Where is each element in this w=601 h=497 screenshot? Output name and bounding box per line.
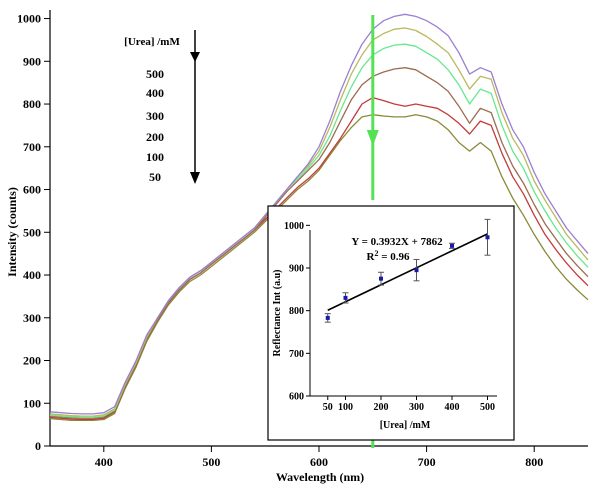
inset-y-tick-label: 800 xyxy=(289,306,304,317)
inset-x-tick-label: 100 xyxy=(338,402,353,413)
inset-y-axis-label: Reflectance Int (a.u) xyxy=(272,270,283,357)
main-x-tick-label: 500 xyxy=(202,455,220,469)
inset-frame xyxy=(267,205,515,441)
fit-line xyxy=(327,233,488,311)
inset-r2-sup: 2 xyxy=(374,249,378,258)
data-point xyxy=(343,295,348,300)
inset-x-tick-label: 400 xyxy=(445,402,460,413)
main-x-axis-label: Wavelength (nm) xyxy=(276,470,364,484)
main-y-axis-label: Intensity (counts) xyxy=(5,187,19,277)
main-y-tick-label: 1000 xyxy=(17,12,41,26)
main-x-tick-label: 400 xyxy=(95,455,113,469)
main-y-tick-label: 300 xyxy=(23,311,41,325)
legend-arrow-head-bottom xyxy=(190,172,200,184)
legend-entry: 400 xyxy=(146,86,164,100)
main-y-tick-label: 400 xyxy=(23,268,41,282)
legend-title: [Urea] /mM xyxy=(124,36,180,48)
main-y-tick-label: 100 xyxy=(23,396,41,410)
inset-x-axis-label: [Urea] /mM xyxy=(380,420,431,431)
series-line-500 xyxy=(49,13,589,415)
series-line-200 xyxy=(49,67,589,419)
legend-entry: 50 xyxy=(149,170,161,184)
inset-y-tick-label: 1000 xyxy=(284,221,304,232)
main-y-tick-label: 700 xyxy=(23,140,41,154)
legend: [Urea] /mM 500 400 300 200 100 50 xyxy=(124,30,200,184)
main-y-tick-label: 0 xyxy=(35,439,41,453)
main-x-tick-label: 600 xyxy=(310,455,328,469)
data-point xyxy=(450,243,454,248)
inset-r2-suffix: = 0.96 xyxy=(378,251,410,263)
series-line-50 xyxy=(49,114,589,422)
main-y-tick-label: 600 xyxy=(23,183,41,197)
inset-r2-prefix: R xyxy=(367,251,376,263)
main-y-tick-label: 800 xyxy=(23,97,41,111)
inset-x-tick-label: 50 xyxy=(323,402,333,413)
legend-entry: 100 xyxy=(146,150,164,164)
inset-r2: R2 = 0.96 xyxy=(367,249,410,263)
inset-x-tick-label: 500 xyxy=(480,402,495,413)
main-x-tick-label: 800 xyxy=(525,455,543,469)
inset-y-tick-label: 600 xyxy=(289,392,304,403)
data-point xyxy=(379,276,383,281)
inset-y-tick-label: 900 xyxy=(289,264,304,275)
data-point xyxy=(485,235,490,240)
main-y-tick-label: 200 xyxy=(23,354,41,368)
main-x-tick-label: 700 xyxy=(418,455,436,469)
legend-entry: 500 xyxy=(146,67,164,81)
inset-y-tick-label: 700 xyxy=(289,349,304,360)
inset-chart: 600 700 800 900 1000 50 100 200 300 400 500 Y = 0… xyxy=(267,205,515,441)
legend-arrow-head-top xyxy=(190,52,200,62)
series-line-400 xyxy=(49,27,589,417)
legend-entry: 200 xyxy=(146,130,164,144)
data-point xyxy=(325,315,330,320)
main-y-tick-label: 900 xyxy=(23,54,41,68)
inset-x-tick-label: 200 xyxy=(374,402,389,413)
legend-entry: 300 xyxy=(146,109,164,123)
marker-arrowhead xyxy=(366,130,379,146)
main-y-tick-label: 500 xyxy=(23,225,41,239)
data-point xyxy=(414,268,419,273)
inset-x-tick-label: 300 xyxy=(409,402,424,413)
inset-equation: Y = 0.3932X + 7862 xyxy=(351,236,443,248)
